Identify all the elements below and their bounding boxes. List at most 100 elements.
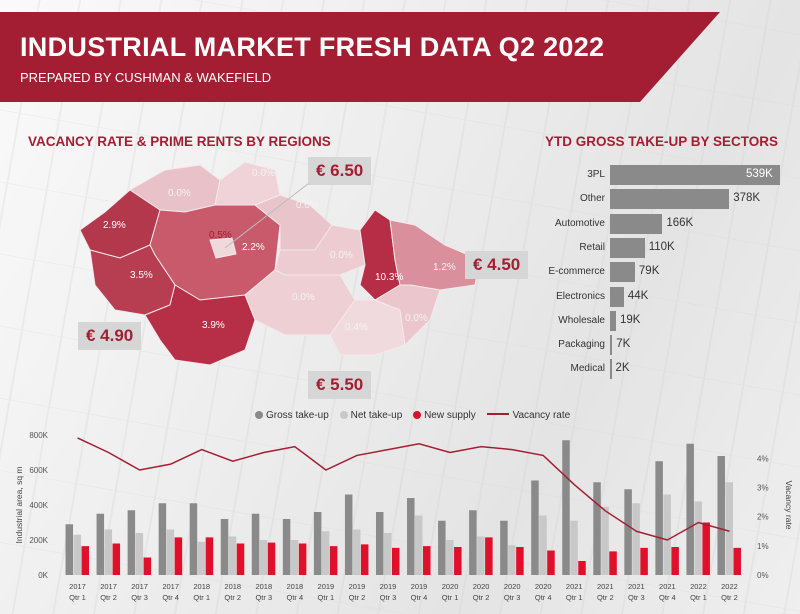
gross-takeup-bar — [96, 513, 105, 575]
x-tick-year: 2017 — [162, 582, 179, 591]
new-supply-bar — [236, 543, 245, 575]
price-west: € 4.90 — [78, 322, 142, 350]
x-tick-quarter: Qtr 1 — [318, 593, 335, 602]
sector-value-label: 79K — [638, 265, 660, 278]
x-tick-quarter: Qtr 4 — [659, 593, 676, 602]
x-tick-quarter: Qtr 1 — [442, 593, 459, 602]
gross-takeup-bar — [127, 510, 136, 575]
x-tick-year: 2017 — [100, 582, 117, 591]
y2-tick-label: 2% — [757, 513, 769, 522]
x-tick-quarter: Qtr 4 — [287, 593, 304, 602]
sector-label: 3PL — [587, 169, 605, 180]
page-title: INDUSTRIAL MARKET FRESH DATA Q2 2022 — [20, 32, 605, 62]
region-map — [79, 161, 481, 366]
y-tick-label: 400K — [29, 501, 48, 510]
region-value-olomoucky: 10.3% — [375, 272, 404, 283]
gross-takeup-bar — [220, 519, 229, 575]
sector-row: Other 378K — [545, 189, 785, 210]
net-takeup-bar — [539, 515, 547, 575]
region-value-kralovehradecky: 0.0% — [296, 200, 319, 211]
x-tick-quarter: Qtr 2 — [473, 593, 490, 602]
gross-takeup-bar — [717, 456, 725, 575]
sector-row: Packaging 7K — [545, 335, 785, 356]
gross-takeup-bar — [624, 489, 632, 575]
legend-supply: New supply — [413, 410, 476, 421]
region-jihocesky[interactable] — [144, 284, 256, 366]
gross-takeup-bar — [189, 503, 198, 575]
page-subtitle: PREPARED BY CUSHMAN & WAKEFIELD — [20, 70, 272, 85]
sector-row: Retail 110K — [545, 237, 785, 258]
x-tick-year: 2018 — [193, 582, 210, 591]
net-takeup-bar — [446, 540, 454, 575]
price-moravia: € 4.50 — [465, 251, 529, 279]
new-supply-bar — [298, 543, 307, 575]
gross-takeup-bar — [158, 503, 167, 575]
x-tick-year: 2020 — [442, 582, 459, 591]
net-takeup-bar — [663, 494, 671, 575]
net-takeup-bar — [601, 506, 609, 575]
x-tick-quarter: Qtr 2 — [100, 593, 117, 602]
region-moravskoslezsky[interactable] — [389, 219, 481, 291]
x-tick-quarter: Qtr 3 — [504, 593, 521, 602]
sector-row: 3PL 539K — [545, 165, 785, 185]
new-supply-bar — [454, 547, 462, 575]
x-tick-year: 2017 — [131, 582, 148, 591]
region-value-plzensky: 3.5% — [130, 270, 153, 281]
region-prague[interactable] — [209, 237, 237, 259]
x-tick-year: 2019 — [411, 582, 428, 591]
sector-value-label: 539K — [746, 168, 773, 180]
net-takeup-bar — [197, 541, 206, 575]
y2-tick-label: 3% — [757, 484, 769, 493]
new-supply-bar — [143, 557, 152, 575]
new-supply-bar — [640, 547, 648, 575]
net-takeup-bar — [477, 536, 485, 575]
x-tick-year: 2018 — [224, 582, 241, 591]
sector-chart-title: YTD GROSS TAKE-UP BY SECTORS — [545, 134, 779, 149]
sector-label: Automotive — [554, 217, 605, 229]
x-tick-year: 2018 — [255, 582, 272, 591]
gross-takeup-bar — [500, 520, 508, 575]
new-supply-bar — [516, 547, 524, 575]
gross-takeup-bar — [313, 512, 322, 575]
gross-takeup-bar — [655, 461, 663, 575]
region-value-prague: 0.5% — [209, 230, 232, 241]
new-supply-bar — [329, 546, 338, 575]
y2-tick-label: 0% — [757, 571, 769, 580]
new-supply-bar — [423, 546, 431, 575]
sector-row: Automotive 166K — [545, 213, 785, 234]
new-supply-bar — [671, 547, 679, 575]
sector-label: Other — [579, 193, 605, 205]
net-takeup-bar — [383, 533, 392, 575]
region-value-zlinsky: 0.0% — [405, 313, 428, 324]
x-tick-quarter: Qtr 1 — [69, 593, 86, 602]
region-value-karlovarsky: 2.9% — [103, 220, 126, 231]
net-takeup-bar — [166, 529, 175, 575]
net-takeup-bar — [228, 536, 237, 575]
x-tick-year: 2021 — [597, 582, 614, 591]
sector-bar — [610, 262, 635, 283]
new-supply-bar — [578, 561, 586, 575]
y2-tick-label: 1% — [757, 542, 769, 551]
net-takeup-bar — [632, 503, 640, 575]
y2-tick-label: 4% — [757, 454, 769, 463]
region-value-stredocesky: 2.2% — [242, 242, 265, 253]
x-tick-quarter: Qtr 3 — [131, 593, 148, 602]
x-tick-quarter: Qtr 4 — [535, 593, 552, 602]
x-tick-quarter: Qtr 1 — [566, 593, 583, 602]
net-takeup-bar — [135, 533, 144, 575]
sector-value-label: 44K — [627, 289, 649, 302]
x-tick-year: 2020 — [535, 582, 552, 591]
sector-label: Electronics — [556, 290, 605, 302]
header-banner: INDUSTRIAL MARKET FRESH DATA Q2 2022 PRE… — [0, 12, 720, 102]
region-zlinsky[interactable] — [373, 284, 441, 347]
sector-bar — [610, 213, 663, 234]
sector-row: Electronics 44K — [545, 286, 785, 307]
x-tick-year: 2019 — [380, 582, 397, 591]
y-tick-label: 800K — [29, 431, 48, 440]
price-prague: € 6.50 — [308, 157, 372, 185]
gross-takeup-bar — [375, 512, 384, 575]
region-value-jihomoravsky: 0.4% — [345, 322, 368, 333]
sector-label: Medical — [570, 363, 605, 375]
sector-bar — [610, 335, 613, 356]
sector-bar — [610, 237, 645, 258]
